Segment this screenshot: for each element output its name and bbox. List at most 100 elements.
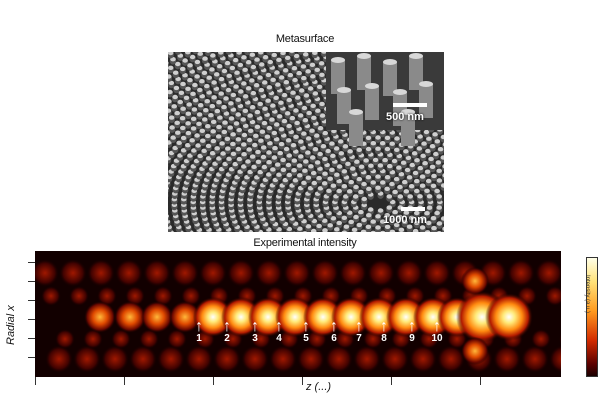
sem-pillar: [353, 194, 359, 198]
intensity-focus: [115, 259, 143, 287]
sem-pillar: [385, 136, 391, 140]
sem-pillar: [434, 189, 440, 193]
focus-marker-6: ↑6: [327, 320, 341, 344]
focus-marker-label: 3: [248, 334, 262, 344]
sem-pillar: [261, 155, 267, 159]
sem-pillar: [366, 147, 372, 151]
sem-pillar: [398, 194, 404, 198]
sem-pillar: [200, 129, 206, 133]
intensity-focus: [213, 345, 241, 373]
sem-pillar: [436, 169, 442, 173]
sem-pillar: [169, 125, 175, 129]
sem-pillar: [383, 59, 397, 65]
sem-pillar: [180, 126, 186, 130]
sem-pillar: [186, 131, 192, 135]
sem-pillar: [252, 143, 258, 147]
sem-pillar: [286, 138, 292, 142]
sem-pillar: [426, 179, 432, 183]
sem-pillar: [256, 160, 262, 164]
sem-pillar: [279, 142, 285, 146]
intensity-focus: [255, 259, 283, 287]
up-arrow-icon: ↑: [405, 320, 419, 334]
sem-pillar: [202, 117, 208, 121]
sem-pillar: [297, 173, 303, 177]
colorbar-label: Intensity (a.u.): [584, 275, 590, 313]
sem-pillar: [191, 126, 197, 130]
sem-pillar: [409, 184, 415, 188]
sem-pillar: [378, 208, 384, 212]
sem-pillar: [344, 225, 350, 229]
sem-pillar: [192, 107, 198, 111]
sem-pillar: [286, 163, 292, 167]
y-tick: [28, 357, 35, 358]
sem-pillar: [414, 179, 420, 183]
sem-pillar: [378, 163, 384, 167]
sem-pillar: [281, 168, 287, 172]
intensity-focus: [283, 259, 311, 287]
focus-marker-4: ↑4: [272, 320, 286, 344]
sem-pillar: [228, 101, 234, 105]
intensity-focus: [545, 286, 561, 306]
sem-pillar: [336, 221, 342, 225]
y-tick: [28, 319, 35, 320]
focus-marker-10: ↑10: [430, 320, 444, 344]
x-tick: [35, 377, 36, 385]
sem-pillar: [366, 225, 372, 229]
sem-pillar: [272, 146, 278, 150]
sem-pillar: [186, 112, 192, 116]
focus-marker-9: ↑9: [405, 320, 419, 344]
sem-pillar: [298, 154, 304, 158]
sem-pillar: [187, 78, 193, 82]
sem-pillar: [434, 211, 440, 215]
sem-pillar: [168, 192, 169, 199]
sem-pillar: [368, 164, 374, 168]
sem-pillar: [246, 147, 252, 151]
sem-pillar: [192, 83, 198, 87]
x-tick: [124, 377, 125, 385]
sem-pillar: [331, 184, 337, 188]
focus-marker-label: 10: [430, 334, 444, 344]
sem-pillar: [371, 141, 377, 145]
sem-pillar: [358, 190, 364, 194]
sem-pillar: [337, 87, 351, 93]
intensity-focus: [199, 259, 227, 287]
sem-pillar: [316, 176, 322, 180]
intensity-focus: [353, 345, 381, 373]
sem-pillar: [431, 216, 437, 220]
y-tick: [28, 338, 35, 339]
sem-pillar: [407, 175, 413, 179]
sem-pillar: [241, 152, 247, 156]
intensity-focus: [45, 345, 73, 373]
sem-pillar: [348, 220, 354, 224]
sem-pillar: [205, 134, 211, 138]
intensity-focus: [409, 345, 437, 373]
sem-pillar: [260, 130, 266, 134]
focus-marker-label: 6: [327, 334, 341, 344]
intensity-focus: [507, 259, 535, 287]
focus-marker-5: ↑5: [299, 320, 313, 344]
sem-pillar: [173, 71, 179, 75]
intensity-focus: [157, 345, 185, 373]
sem-pillar: [349, 109, 363, 115]
up-arrow-icon: ↑: [192, 320, 206, 334]
sem-pillar: [431, 174, 437, 178]
sem-panel-title: Metasurface: [170, 33, 440, 45]
sem-pillar: [211, 95, 217, 99]
intensity-focus: [549, 345, 561, 373]
focus-marker-label: 4: [272, 334, 286, 344]
sem-pillar: [200, 139, 206, 143]
sem-pillar: [315, 160, 321, 164]
sem-pillar: [227, 125, 233, 129]
sem-pillar: [184, 96, 190, 100]
sem-pillar: [366, 136, 372, 140]
sem-pillar: [180, 82, 186, 86]
sem-pillar: [171, 104, 177, 108]
sem-pillar: [185, 87, 191, 91]
sem-pillar: [436, 205, 442, 209]
sem-pillar: [419, 81, 433, 87]
intensity-focus: [339, 259, 367, 287]
sem-pillar: [197, 88, 203, 92]
sem-pillar: [431, 226, 437, 230]
sem-pillar: [174, 86, 180, 90]
sem-pillar: [424, 189, 430, 193]
